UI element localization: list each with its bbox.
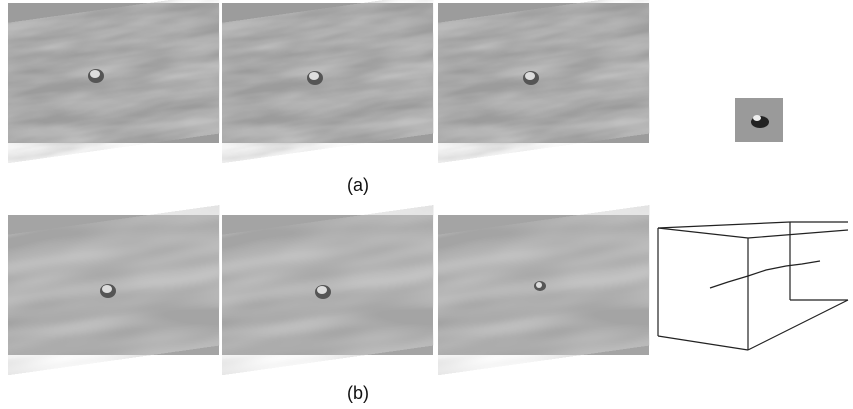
box-edge: [658, 228, 748, 238]
frame-image: [438, 0, 649, 163]
box-edge: [658, 222, 790, 228]
trajectory: [710, 261, 820, 288]
frame-image: [222, 205, 433, 375]
page: {"panels": [{"label": "(a)"}, {"label": …: [0, 0, 853, 409]
frame-image: [438, 205, 649, 375]
panel-label: (a): [347, 175, 369, 195]
box-edge: [748, 300, 848, 350]
panel-label: (b): [347, 383, 369, 403]
box-edge: [658, 336, 748, 350]
figure: (a) (b): [0, 0, 853, 409]
row-b: (b): [8, 205, 848, 403]
row-a: (a): [8, 0, 783, 195]
frame-image: [222, 0, 433, 163]
frame-image: [8, 0, 219, 163]
frame-image: [8, 205, 219, 375]
box-edge: [748, 230, 848, 238]
trajectory-box: [658, 222, 848, 350]
target-patch: [735, 98, 783, 142]
